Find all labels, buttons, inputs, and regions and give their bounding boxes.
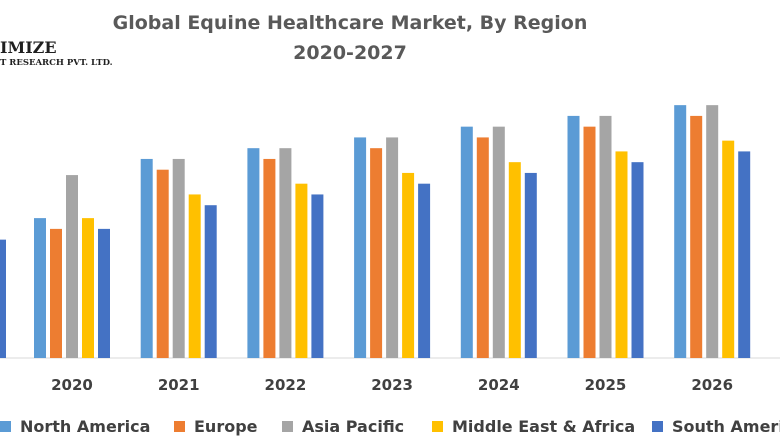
bar-chart: 2020 2021 2022 2023 2024 2025 2026 [0, 105, 780, 394]
x-tick-label-2023: 2023 [371, 376, 413, 394]
legend-swatch [432, 420, 443, 432]
bar-south-america-2023 [311, 194, 324, 358]
chart-title-line2: 2020-2027 [293, 42, 407, 64]
chart-legend: North America Europe Asia Pacific Middle Ea… [0, 412, 780, 440]
chart-title-line1: Global Equine Healthcare Market, By Regi… [112, 12, 588, 34]
legend-item-middle-east-africa: Middle East & Africa [432, 412, 635, 440]
legend-label: North America [20, 416, 151, 436]
bar-europe-2027 [690, 115, 703, 359]
bar-asia-pacific-2025 [492, 126, 505, 358]
bar-south-america-2025 [524, 172, 537, 358]
bar-middle-east-africa-2027 [722, 140, 735, 358]
bar-south-america-2027 [738, 151, 751, 358]
legend-item-asia-pacific: Asia Pacific [282, 412, 404, 440]
bar-middle-east-africa-2026 [615, 151, 628, 358]
bar-middle-east-africa-2024 [402, 172, 415, 358]
x-tick-label-2026: 2026 [691, 376, 733, 394]
legend-label: Europe [194, 416, 258, 436]
bar-south-america-2024 [418, 183, 431, 358]
bar-europe-2021 [50, 228, 62, 358]
legend-swatch [174, 420, 185, 432]
bar-europe-2026 [583, 126, 596, 358]
bar-north-america-2024 [354, 137, 367, 358]
bar-europe-2025 [476, 137, 489, 358]
legend-swatch [282, 420, 293, 432]
bar-south-america-2022 [204, 205, 217, 358]
bar-middle-east-africa-2022 [188, 194, 201, 358]
legend-swatch [652, 420, 663, 432]
x-tick-label-2020: 2020 [51, 376, 93, 394]
legend-label: Middle East & Africa [452, 416, 636, 436]
bar-asia-pacific-2027 [706, 105, 719, 358]
bar-north-america-2027 [674, 105, 687, 358]
x-tick-label-2022: 2022 [265, 376, 307, 394]
legend-label: Asia Pacific [302, 416, 405, 436]
bar-north-america-2022 [140, 158, 153, 358]
legend-item-europe: Europe [174, 412, 258, 440]
bar-asia-pacific-2023 [279, 148, 292, 358]
bar-south-america-2026 [631, 162, 644, 358]
legend-item-south-america: South Ameri [652, 412, 780, 440]
x-tick-label-2024: 2024 [478, 376, 520, 394]
bar-asia-pacific-2021 [66, 175, 78, 358]
bar-north-america-2026 [567, 115, 580, 359]
bar-middle-east-africa-2025 [508, 162, 521, 358]
bar-north-america-2025 [460, 126, 473, 358]
x-tick-label-2025: 2025 [585, 376, 627, 394]
bar-europe-2024 [370, 148, 383, 358]
bar-asia-pacific-2024 [386, 137, 399, 358]
bar-asia-pacific-2026 [599, 115, 612, 359]
bar-asia-pacific-2022 [172, 158, 185, 358]
bar-north-america-2023 [247, 148, 260, 358]
bar-middle-east-africa-2023 [295, 183, 308, 358]
legend-label: South Ameri [672, 416, 780, 436]
legend-item-north-america: North America [0, 412, 150, 440]
bar-europe-2023 [263, 158, 276, 358]
x-tick-label-2021: 2021 [158, 376, 200, 394]
bar-south-america-2020 [0, 239, 6, 358]
chart-title: Global Equine Healthcare Market, By Regi… [0, 8, 700, 68]
logo-text: IMIZE [0, 38, 57, 57]
bar-south-america-2021 [98, 228, 110, 358]
logo-subtext: T RESEARCH PVT. LTD. [0, 58, 113, 68]
bar-middle-east-africa-2021 [82, 218, 94, 358]
bar-europe-2022 [156, 169, 169, 358]
bar-north-america-2021 [34, 218, 46, 358]
legend-swatch [0, 420, 11, 432]
